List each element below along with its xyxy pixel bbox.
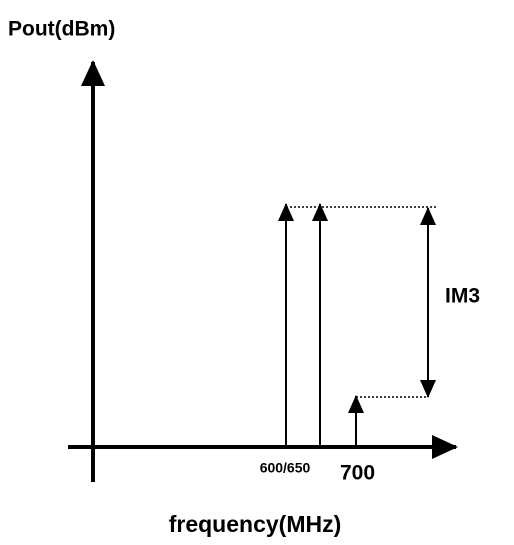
x-axis-label: frequency(MHz) [169, 511, 342, 537]
im3-label: IM3 [445, 285, 480, 308]
im-label: 700 [340, 462, 375, 485]
tone-label: 600/650 [260, 460, 311, 476]
y-axis-label: Pout(dBm) [8, 18, 115, 41]
